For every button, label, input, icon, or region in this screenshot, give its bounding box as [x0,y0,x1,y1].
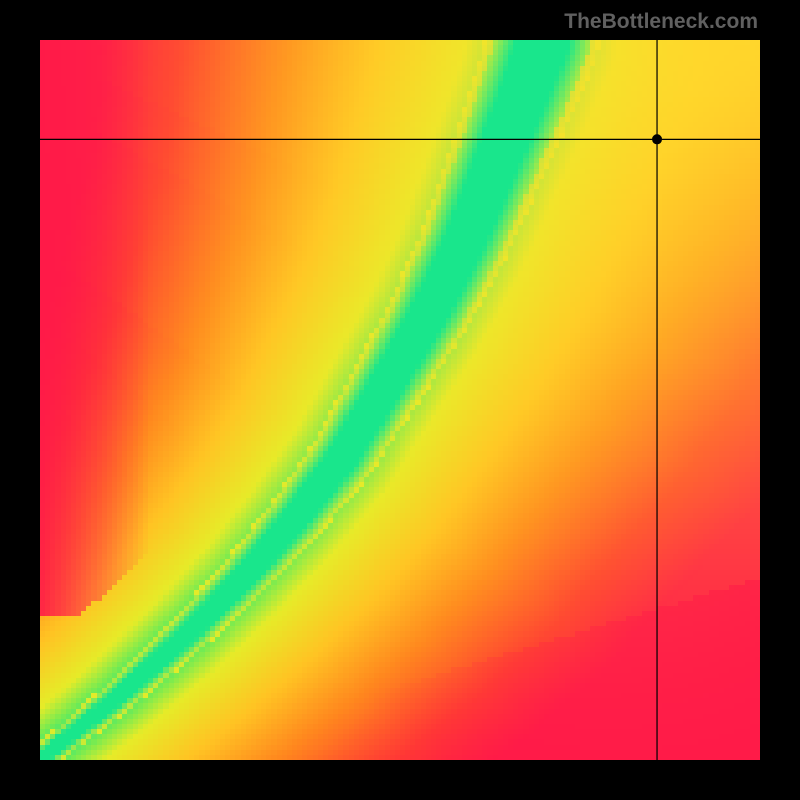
watermark-text: TheBottleneck.com [564,10,758,34]
bottleneck-heatmap [0,0,800,800]
